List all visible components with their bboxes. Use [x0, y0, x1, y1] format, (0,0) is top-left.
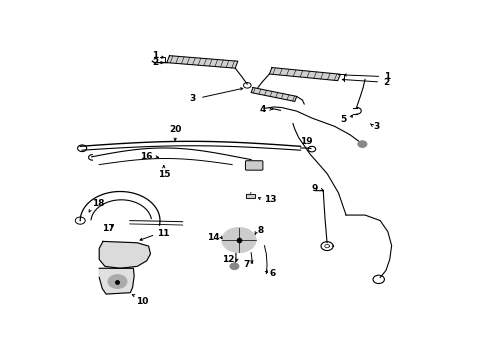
FancyBboxPatch shape — [245, 161, 263, 170]
Text: 3: 3 — [190, 94, 196, 103]
Text: 1: 1 — [384, 72, 391, 81]
Circle shape — [108, 275, 127, 288]
Text: 16: 16 — [140, 152, 152, 161]
Text: 10: 10 — [136, 297, 149, 306]
Text: 2: 2 — [152, 58, 158, 67]
Text: 11: 11 — [157, 229, 170, 238]
Text: 1: 1 — [152, 51, 158, 60]
Polygon shape — [99, 242, 150, 268]
Text: 6: 6 — [270, 269, 275, 278]
Polygon shape — [270, 68, 341, 81]
Text: 12: 12 — [221, 255, 234, 264]
Text: 14: 14 — [207, 233, 220, 242]
Circle shape — [358, 141, 367, 148]
Polygon shape — [251, 87, 297, 102]
Text: 15: 15 — [157, 170, 170, 179]
Polygon shape — [99, 268, 134, 294]
Circle shape — [230, 263, 239, 270]
Text: 9: 9 — [311, 184, 318, 193]
Text: 18: 18 — [92, 199, 104, 208]
Text: 19: 19 — [300, 137, 313, 146]
Text: 2: 2 — [383, 78, 389, 87]
Text: 13: 13 — [265, 195, 277, 204]
Polygon shape — [246, 194, 255, 198]
Polygon shape — [167, 56, 238, 68]
Text: 4: 4 — [260, 105, 267, 114]
Text: 20: 20 — [169, 125, 181, 134]
Text: 7: 7 — [243, 261, 249, 269]
Text: 17: 17 — [102, 224, 115, 233]
Circle shape — [222, 228, 256, 252]
Text: 5: 5 — [341, 115, 347, 124]
Text: 3: 3 — [373, 122, 380, 131]
Text: 8: 8 — [257, 226, 264, 235]
